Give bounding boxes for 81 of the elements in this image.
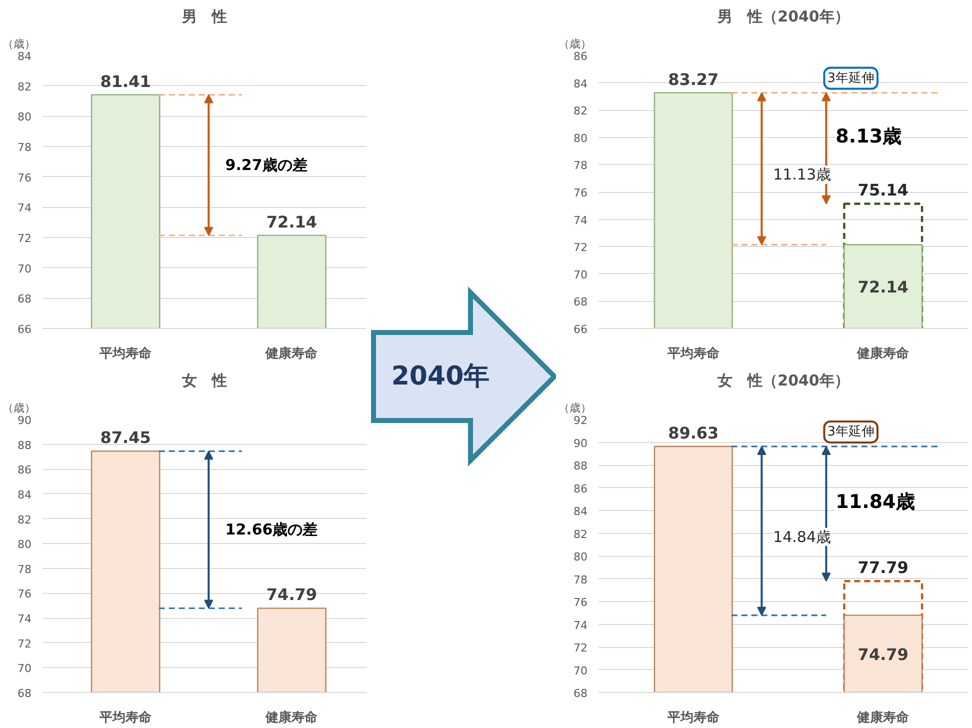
text: 2040年 [391, 362, 490, 392]
y-tick-label: 82 [574, 528, 588, 541]
y-tick-label: 80 [18, 110, 32, 124]
y-tick-label: 82 [18, 80, 32, 94]
x-tick-label: 平均寿命 [666, 710, 720, 726]
y-tick-label: 74 [574, 618, 588, 632]
annotation: 12.66歳の差 [225, 520, 318, 539]
y-tick-label: 76 [18, 171, 32, 184]
data-label: 74.79 [266, 585, 318, 604]
y-tick-label: 74 [18, 612, 32, 626]
y-tick-label: 78 [574, 573, 588, 586]
annotation: 3年延伸 [827, 424, 875, 440]
y-tick-label: 76 [574, 186, 588, 200]
data-label: 83.27 [668, 70, 719, 89]
y-tick-label: 72 [574, 241, 588, 254]
data-label: 72.14 [858, 278, 908, 297]
data-label: 87.45 [100, 428, 151, 448]
x-tick-label: 平均寿命 [666, 346, 720, 362]
annotation: 9.27歳の差 [225, 156, 308, 174]
y-tick-label: 88 [18, 438, 32, 452]
y-tick-label: 90 [18, 414, 32, 427]
x-tick-label: 健康寿命 [264, 346, 319, 362]
y-tick-label: 84 [18, 50, 32, 63]
x-tick-label: 平均寿命 [98, 710, 153, 726]
y-tick-label: 72 [18, 637, 32, 650]
y-tick-label: 86 [574, 50, 588, 63]
y-tick-label: 78 [18, 562, 32, 576]
y-axis-title: （歳） [2, 402, 36, 414]
y-tick-label: 74 [18, 202, 32, 215]
y-tick-label: 90 [574, 436, 588, 450]
y-tick-label: 84 [574, 505, 588, 518]
data-label: 75.14 [858, 180, 908, 200]
y-tick-label: 66 [574, 323, 588, 336]
y-tick-label: 76 [18, 588, 32, 601]
y-axis-title: （歳） [558, 402, 592, 414]
chart-title: 女 性 [181, 372, 227, 390]
y-tick-label: 68 [574, 687, 588, 700]
annotation: 8.13歳 [836, 125, 902, 148]
y-tick-label: 80 [574, 132, 588, 145]
y-tick-label: 70 [18, 662, 32, 676]
x-tick-label: 平均寿命 [98, 346, 153, 362]
y-tick-label: 80 [18, 538, 32, 552]
data-label: 81.41 [100, 72, 151, 91]
data-label: 77.79 [858, 558, 908, 578]
chart-title: 男 性（2040年） [716, 8, 850, 26]
y-tick-label: 66 [18, 323, 32, 336]
y-tick-label: 68 [18, 292, 32, 306]
y-tick-label: 92 [574, 414, 588, 427]
annotation: 3年延伸 [827, 70, 875, 86]
y-tick-label: 82 [574, 104, 588, 118]
chart-title: 男 性 [181, 8, 227, 26]
y-tick-label: 82 [18, 513, 32, 526]
data-label: 74.79 [858, 644, 908, 664]
y-tick-label: 70 [574, 268, 588, 282]
y-tick-label: 76 [574, 596, 588, 609]
x-tick-label: 健康寿命 [856, 710, 910, 726]
y-tick-label: 86 [18, 464, 32, 477]
y-tick-label: 84 [18, 488, 32, 502]
y-axis-title: （歳） [558, 38, 592, 50]
y-tick-label: 80 [574, 550, 588, 564]
annotation: 11.84歳 [836, 490, 915, 513]
y-axis-title: （歳） [2, 38, 36, 50]
annotation: 11.13歳 [773, 166, 832, 184]
y-tick-label: 74 [574, 214, 588, 227]
chart-title: 女 性（2040年） [716, 372, 850, 390]
annotation: 14.84歳 [773, 528, 832, 546]
data-label: 72.14 [266, 212, 318, 232]
x-tick-label: 健康寿命 [856, 346, 910, 362]
y-tick-label: 72 [574, 642, 588, 654]
y-tick-label: 70 [18, 262, 32, 276]
y-tick-label: 86 [574, 482, 588, 496]
y-tick-label: 70 [574, 664, 588, 678]
y-tick-label: 88 [574, 460, 588, 472]
y-tick-label: 72 [18, 232, 32, 245]
y-tick-label: 68 [18, 687, 32, 700]
y-tick-label: 78 [18, 141, 32, 154]
y-tick-label: 68 [574, 296, 588, 309]
y-tick-label: 78 [574, 159, 588, 172]
data-label: 89.63 [668, 423, 719, 442]
y-tick-label: 84 [574, 77, 588, 90]
x-tick-label: 健康寿命 [264, 710, 319, 726]
